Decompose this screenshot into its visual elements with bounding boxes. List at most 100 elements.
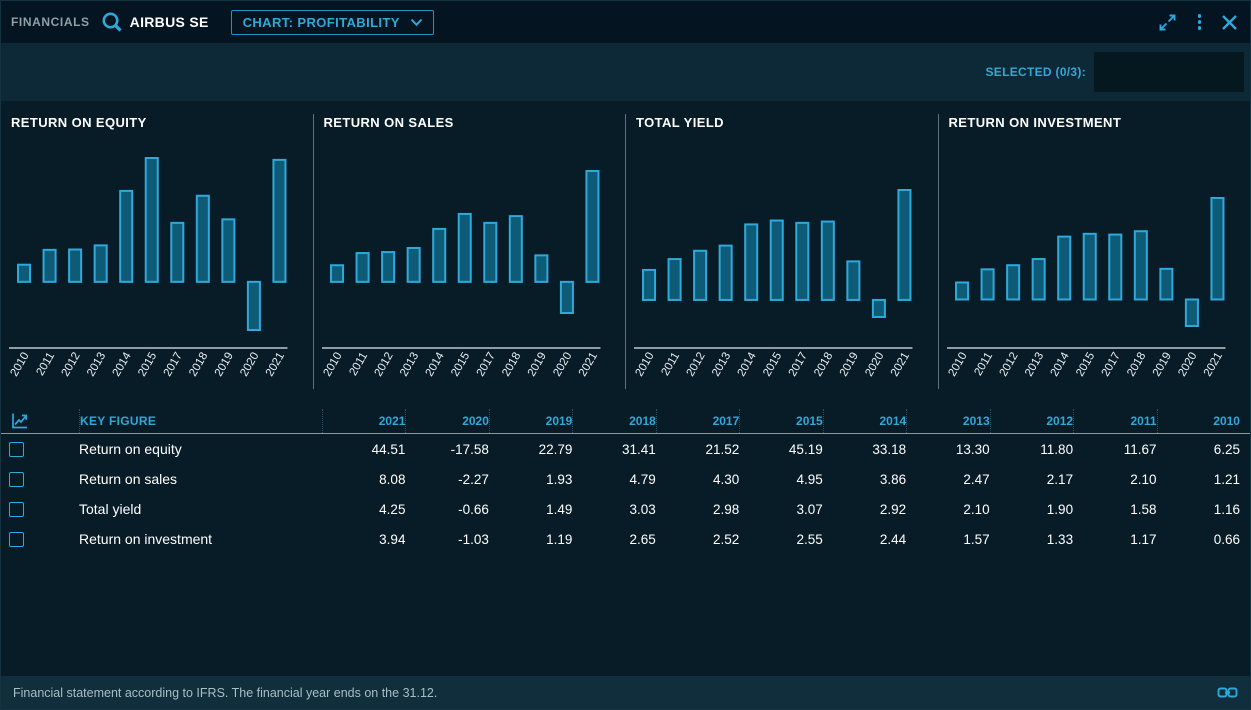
bar-chart: 2010201120122013201420152017201820192020… xyxy=(626,101,938,391)
bar-2012[interactable] xyxy=(1007,265,1019,299)
value-cell: 31.41 xyxy=(572,442,655,457)
bar-2012[interactable] xyxy=(69,249,81,281)
value-cell: 11.67 xyxy=(1073,442,1156,457)
value-cell: 3.07 xyxy=(739,502,822,517)
bar-2011[interactable] xyxy=(981,269,993,299)
x-axis-label: 2018 xyxy=(500,351,523,379)
x-axis-label: 2014 xyxy=(736,350,760,379)
bar-2015[interactable] xyxy=(771,221,783,300)
year-header-2011: 2011 xyxy=(1073,409,1156,433)
row-checkbox[interactable] xyxy=(9,532,24,547)
x-axis-label: 2011 xyxy=(347,351,370,378)
value-cell: 8.08 xyxy=(322,472,405,487)
kebab-menu-icon[interactable] xyxy=(1194,12,1206,32)
value-cell: 6.25 xyxy=(1157,442,1240,457)
key-figure-label: Return on investment xyxy=(79,531,322,547)
bar-chart: 2010201120122013201420152017201820192020… xyxy=(314,101,626,391)
bar-2013[interactable] xyxy=(95,245,107,281)
bar-2019[interactable] xyxy=(1160,269,1172,300)
key-figure-label: Return on sales xyxy=(79,471,322,487)
value-cell: 2.98 xyxy=(656,502,739,517)
bar-2020[interactable] xyxy=(248,282,260,330)
bar-2017[interactable] xyxy=(484,223,496,282)
bar-2019[interactable] xyxy=(535,255,547,281)
value-cell: 4.79 xyxy=(572,472,655,487)
bar-2015[interactable] xyxy=(458,214,470,282)
bar-2011[interactable] xyxy=(669,259,681,300)
chart-panel-return-on-sales: RETURN ON SALES2010201120122013201420152… xyxy=(314,101,626,391)
value-cell: 1.17 xyxy=(1073,532,1156,547)
value-cell: -2.27 xyxy=(405,472,488,487)
bar-2018[interactable] xyxy=(1134,231,1146,299)
row-checkbox[interactable] xyxy=(9,502,24,517)
bar-2017[interactable] xyxy=(1109,235,1121,300)
x-axis-label: 2015 xyxy=(449,351,472,379)
link-icon[interactable] xyxy=(1217,685,1238,700)
row-checkbox[interactable] xyxy=(9,442,24,457)
bar-2014[interactable] xyxy=(1058,237,1070,300)
key-figure-label: Total yield xyxy=(79,501,322,517)
bar-2010[interactable] xyxy=(643,270,655,300)
chart-type-dropdown[interactable]: CHART: PROFITABILITY xyxy=(231,10,434,35)
bar-2011[interactable] xyxy=(356,253,368,282)
bar-2015[interactable] xyxy=(1083,234,1095,300)
value-cell: 2.55 xyxy=(739,532,822,547)
footer: Financial statement according to IFRS. T… xyxy=(1,676,1250,709)
bar-2018[interactable] xyxy=(822,222,834,300)
bar-2021[interactable] xyxy=(586,171,598,282)
close-icon[interactable] xyxy=(1221,14,1238,31)
expand-icon[interactable] xyxy=(1157,12,1178,33)
row-checkbox[interactable] xyxy=(9,472,24,487)
value-cell: 13.30 xyxy=(906,442,989,457)
x-axis-label: 2010 xyxy=(8,351,31,379)
bar-2013[interactable] xyxy=(1032,259,1044,299)
bar-2020[interactable] xyxy=(873,300,885,317)
x-axis-label: 2013 xyxy=(710,351,733,379)
selection-subheader: SELECTED (0/3): xyxy=(1,43,1250,101)
x-axis-label: 2018 xyxy=(187,351,210,379)
bar-2017[interactable] xyxy=(796,223,808,300)
value-cell: 4.95 xyxy=(739,472,822,487)
chevron-down-icon xyxy=(410,18,423,27)
value-cell: 0.66 xyxy=(1157,532,1240,547)
value-cell: 1.90 xyxy=(990,502,1073,517)
year-header-2010: 2010 xyxy=(1157,409,1240,433)
x-axis-label: 2017 xyxy=(1099,351,1122,379)
bar-2013[interactable] xyxy=(407,248,419,282)
year-header-2018: 2018 xyxy=(572,409,655,433)
bar-2017[interactable] xyxy=(171,223,183,282)
bar-2013[interactable] xyxy=(720,246,732,300)
bar-2018[interactable] xyxy=(197,196,209,282)
bar-chart: 2010201120122013201420152017201820192020… xyxy=(1,101,313,391)
search-icon[interactable] xyxy=(100,10,124,34)
trend-chart-icon xyxy=(1,410,79,431)
value-cell: 33.18 xyxy=(823,442,906,457)
bar-2021[interactable] xyxy=(1211,198,1223,299)
bar-2021[interactable] xyxy=(273,160,285,282)
table-header-row: KEY FIGURE 20212020201920182017201520142… xyxy=(1,408,1250,434)
x-axis-label: 2013 xyxy=(85,351,108,379)
chart-panel-total-yield: TOTAL YIELD20102011201220132014201520172… xyxy=(626,101,938,391)
selected-items-slot[interactable] xyxy=(1094,52,1244,92)
bar-2010[interactable] xyxy=(331,265,343,282)
bar-2020[interactable] xyxy=(560,282,572,313)
bar-2015[interactable] xyxy=(146,158,158,282)
bar-2021[interactable] xyxy=(898,190,910,300)
bar-2019[interactable] xyxy=(847,261,859,300)
bar-2012[interactable] xyxy=(382,252,394,282)
bar-2011[interactable] xyxy=(44,250,56,282)
bar-2010[interactable] xyxy=(18,265,30,282)
bar-2014[interactable] xyxy=(433,229,445,282)
value-cell: 2.17 xyxy=(990,472,1073,487)
bar-2014[interactable] xyxy=(745,224,757,300)
value-cell: 22.79 xyxy=(489,442,572,457)
bar-2018[interactable] xyxy=(509,216,521,282)
x-axis-label: 2011 xyxy=(972,351,995,378)
bar-2012[interactable] xyxy=(694,251,706,300)
bar-2010[interactable] xyxy=(956,282,968,299)
x-axis-label: 2021 xyxy=(889,351,912,379)
bar-2014[interactable] xyxy=(120,191,132,282)
bar-2020[interactable] xyxy=(1185,299,1197,326)
bar-2019[interactable] xyxy=(222,219,234,281)
x-axis-label: 2020 xyxy=(1176,351,1199,379)
